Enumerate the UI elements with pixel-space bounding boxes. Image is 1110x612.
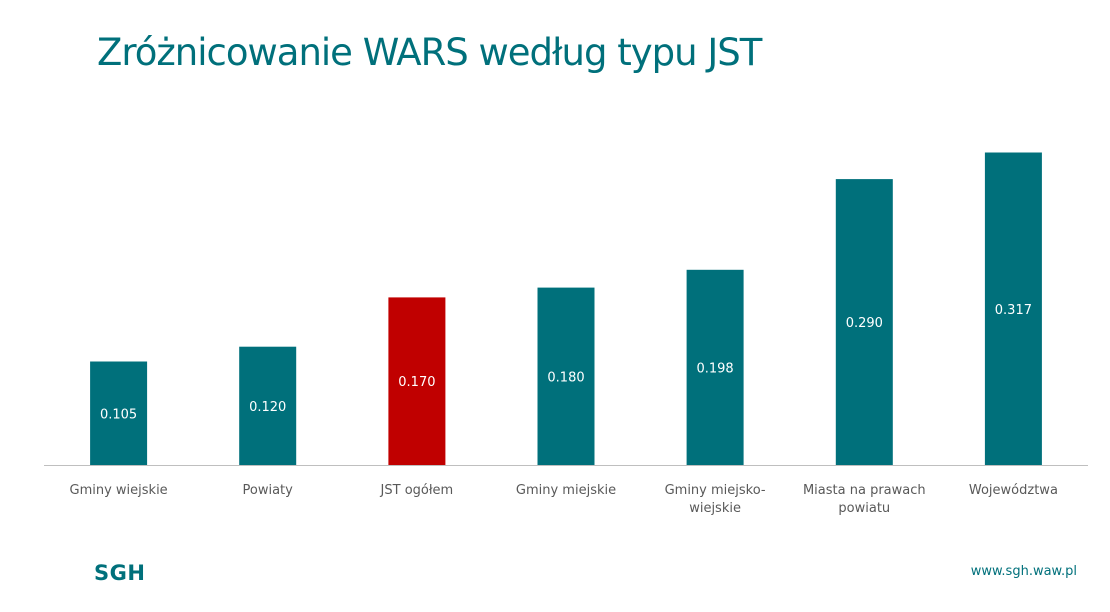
bars-layer [90, 152, 1042, 465]
data-label: 0.180 [547, 370, 584, 385]
category-label: Gminy miejsko-wiejskie [665, 483, 766, 516]
category-label: Miasta na prawach powiatu [803, 483, 926, 516]
sgh-logo: SGH [94, 561, 146, 585]
category-label: Województwa [969, 483, 1058, 498]
data-labels-layer: 0.105 0.120 0.170 0.180 0.198 0.290 0.317 [100, 303, 1032, 423]
bar [537, 287, 595, 465]
data-label: 0.105 [100, 407, 137, 422]
bar [984, 152, 1042, 465]
bar [686, 269, 744, 465]
category-label-line: Powiaty [243, 483, 294, 498]
category-label-line: Gminy wiejskie [70, 483, 168, 498]
category-label-line: Gminy miejskie [516, 483, 616, 498]
bar [239, 346, 297, 465]
bar [90, 361, 148, 465]
data-label: 0.120 [249, 400, 286, 415]
data-label: 0.170 [398, 375, 435, 390]
category-label: Gminy miejskie [516, 483, 616, 498]
category-label: Powiaty [243, 483, 294, 498]
bar [388, 297, 446, 465]
category-label-line: Miasta na prawach [803, 483, 926, 498]
chart-title: Zróżnicowanie WARS według typu JST [97, 31, 762, 74]
data-label: 0.198 [696, 361, 733, 376]
data-label: 0.317 [995, 303, 1032, 318]
category-label-line: Województwa [969, 483, 1058, 498]
category-label-line: powiatu [838, 501, 890, 516]
footer-url[interactable]: www.sgh.waw.pl [970, 564, 1077, 579]
category-labels-layer: Gminy wiejskie Powiaty JST ogółem Gminy mie… [70, 483, 1058, 516]
category-label-line: JST ogółem [380, 483, 454, 498]
bar [835, 179, 893, 465]
category-label: Gminy wiejskie [70, 483, 168, 498]
category-label: JST ogółem [380, 483, 454, 498]
data-label: 0.290 [846, 316, 883, 331]
category-label-line: wiejskie [689, 501, 741, 516]
category-label-line: Gminy miejsko- [665, 483, 766, 498]
